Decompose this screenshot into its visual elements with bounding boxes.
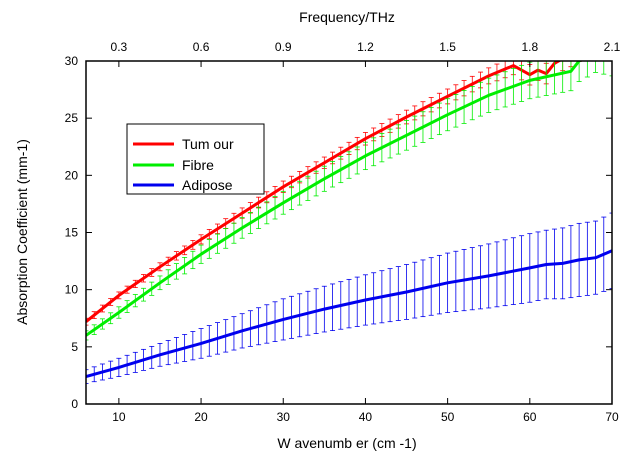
top-tick-label: 1.8 bbox=[521, 40, 538, 54]
x-tick-label: 30 bbox=[277, 410, 291, 424]
top-tick-label: 0.9 bbox=[275, 40, 292, 54]
y-tick-label: 30 bbox=[65, 54, 79, 68]
series-layer bbox=[86, 61, 612, 384]
y-tick-label: 0 bbox=[71, 397, 78, 411]
top-tick-label: 1.5 bbox=[439, 40, 456, 54]
top-tick-label: 2.1 bbox=[604, 40, 621, 54]
x-tick-label: 70 bbox=[605, 410, 619, 424]
y-axis-title: Absorption Coefficient (mm-1) bbox=[14, 139, 30, 325]
series-line-fibre bbox=[86, 61, 583, 337]
legend: Tum our Fibre Adipose bbox=[126, 123, 265, 195]
x-tick-label: 50 bbox=[441, 410, 455, 424]
top-tick-label: 0.6 bbox=[193, 40, 210, 54]
x-tick-label: 10 bbox=[112, 410, 126, 424]
y-tick-label: 20 bbox=[65, 168, 79, 182]
y-tick-label: 10 bbox=[65, 283, 79, 297]
legend-label-adipose: Adipose bbox=[182, 177, 233, 193]
x-axis-title: W avenumb er (cm -1) bbox=[277, 435, 416, 451]
top-tick-label: 1.2 bbox=[357, 40, 374, 54]
series-adipose bbox=[86, 212, 612, 384]
y-tick-label: 5 bbox=[71, 340, 78, 354]
top-tick-label: 0.3 bbox=[111, 40, 128, 54]
series-fibre bbox=[86, 61, 612, 341]
legend-box bbox=[126, 123, 265, 195]
legend-label-tumour: Tum our bbox=[182, 136, 234, 152]
legend-label-fibre: Fibre bbox=[182, 157, 214, 173]
series-line-adipose bbox=[86, 249, 612, 379]
y-tick-label: 25 bbox=[65, 111, 79, 125]
x-tick-label: 60 bbox=[523, 410, 537, 424]
y-tick-label: 15 bbox=[65, 226, 79, 240]
top-axis-title: Frequency/THz bbox=[299, 9, 395, 25]
x-tick-label: 20 bbox=[194, 410, 208, 424]
x-tick-label: 40 bbox=[359, 410, 373, 424]
axes-layer: 10 20 30 40 50 60 70 0.3 0.6 0.9 1.2 1.5 1.8 2.1 0 5 10 1… bbox=[65, 40, 621, 424]
